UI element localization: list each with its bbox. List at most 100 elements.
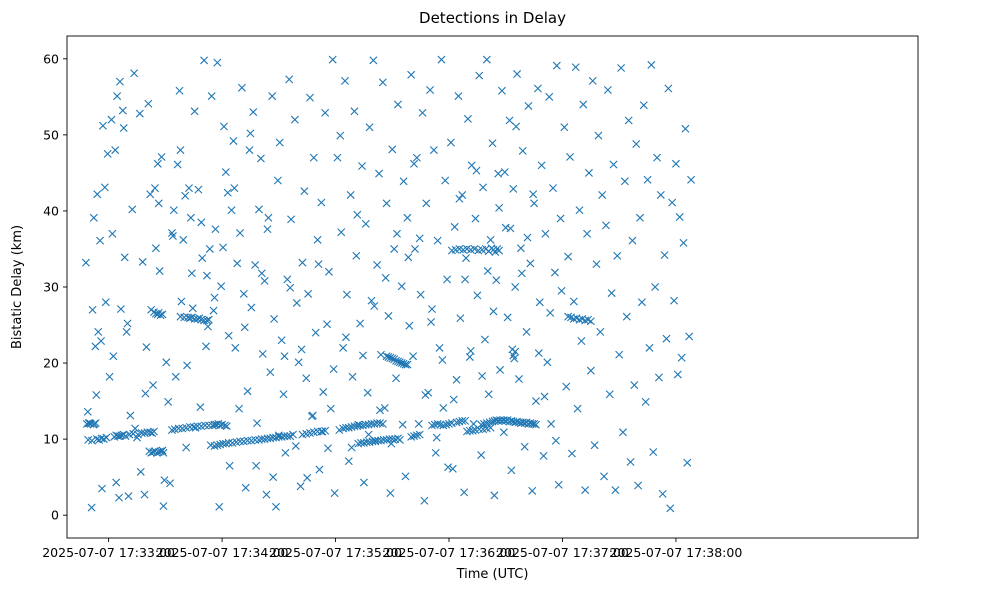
data-point <box>257 269 266 278</box>
data-point <box>89 213 98 222</box>
data-point <box>388 145 397 154</box>
data-point <box>126 411 135 420</box>
data-point <box>119 124 128 133</box>
data-point <box>93 190 102 199</box>
data-point <box>82 419 91 428</box>
data-point <box>271 502 280 511</box>
data-point <box>530 419 539 428</box>
data-point <box>375 419 384 428</box>
data-point <box>151 244 160 253</box>
data-point <box>283 275 292 284</box>
x-tick-label: 2025-07-07 17:36:00 <box>383 545 516 560</box>
data-point <box>675 213 684 222</box>
data-point <box>309 153 318 162</box>
data-point <box>468 426 477 435</box>
data-point <box>313 427 322 436</box>
data-point <box>341 76 349 85</box>
data-point <box>448 464 457 473</box>
data-point <box>482 55 491 64</box>
data-point <box>381 273 390 282</box>
data-point <box>671 159 680 168</box>
data-point <box>649 448 658 457</box>
data-point <box>511 347 520 356</box>
data-point <box>190 107 199 116</box>
data-point <box>102 433 111 442</box>
data-point <box>239 289 248 298</box>
data-point <box>111 146 120 155</box>
data-point <box>218 420 227 429</box>
x-tick-label: 2025-07-07 17:35:00 <box>269 545 402 560</box>
x-tick-label: 2025-07-07 17:33:00 <box>42 545 175 560</box>
data-point <box>328 55 337 64</box>
data-point <box>292 298 301 307</box>
data-point <box>193 422 202 431</box>
data-point <box>123 319 132 328</box>
data-point <box>471 214 480 223</box>
data-point <box>397 282 406 291</box>
data-point <box>664 84 673 93</box>
data-point <box>317 198 326 207</box>
data-point <box>584 168 593 177</box>
y-tick-label: 50 <box>43 127 59 142</box>
data-point <box>549 184 558 193</box>
data-point <box>236 229 245 237</box>
data-point <box>634 481 643 490</box>
data-point <box>233 259 242 268</box>
data-point <box>87 436 96 445</box>
data-point <box>151 309 160 318</box>
data-point <box>323 320 332 329</box>
data-point <box>403 213 412 222</box>
data-point <box>176 146 185 155</box>
data-point <box>219 122 228 131</box>
data-point <box>438 356 447 365</box>
data-point <box>421 391 430 399</box>
data-point <box>130 69 139 78</box>
data-point <box>511 283 520 291</box>
data-point <box>339 343 348 352</box>
data-point <box>149 381 158 390</box>
data-point <box>266 368 275 377</box>
data-point <box>433 236 442 245</box>
data-point <box>401 472 410 481</box>
data-point <box>186 213 195 222</box>
data-point <box>210 293 219 302</box>
data-point <box>105 372 114 381</box>
data-point <box>174 424 183 433</box>
data-point <box>269 473 278 482</box>
data-point <box>144 99 153 108</box>
data-point <box>537 161 546 170</box>
data-point <box>401 360 410 369</box>
data-point <box>348 372 357 381</box>
data-point <box>120 253 129 262</box>
data-point <box>462 254 471 263</box>
data-point <box>254 205 263 214</box>
data-point <box>167 229 176 237</box>
data-point <box>560 123 569 132</box>
data-point <box>177 297 186 306</box>
data-point <box>337 228 346 237</box>
data-point <box>365 123 374 132</box>
data-point <box>506 224 515 233</box>
data-point <box>164 397 173 406</box>
data-point <box>495 246 504 255</box>
data-point <box>196 403 205 412</box>
data-point <box>488 139 497 148</box>
data-point <box>535 298 544 307</box>
data-point <box>398 420 407 429</box>
data-point <box>224 331 233 340</box>
data-point <box>500 168 509 177</box>
data-point <box>524 419 533 428</box>
data-point <box>245 146 254 155</box>
y-tick-label: 30 <box>43 280 59 295</box>
data-point <box>162 358 171 367</box>
data-point <box>146 190 155 199</box>
data-point <box>590 441 599 450</box>
data-point <box>252 461 261 470</box>
data-point <box>313 235 322 244</box>
data-point <box>598 190 607 199</box>
data-point <box>662 334 671 343</box>
data-point <box>415 430 424 439</box>
data-point <box>507 466 516 475</box>
data-point <box>512 122 521 131</box>
data-point <box>605 390 614 399</box>
